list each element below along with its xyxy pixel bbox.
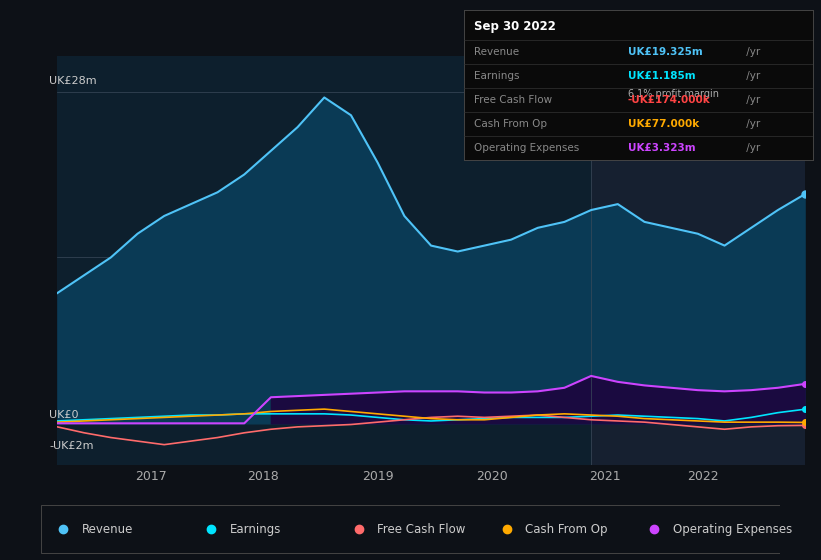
- Text: UK£1.185m: UK£1.185m: [628, 71, 695, 81]
- Text: Operating Expenses: Operating Expenses: [475, 143, 580, 152]
- Text: Earnings: Earnings: [230, 522, 281, 536]
- FancyBboxPatch shape: [41, 505, 780, 553]
- Text: UK£19.325m: UK£19.325m: [628, 46, 703, 57]
- Text: Earnings: Earnings: [475, 71, 520, 81]
- Text: Sep 30 2022: Sep 30 2022: [475, 20, 556, 32]
- Text: Revenue: Revenue: [82, 522, 133, 536]
- Text: Free Cash Flow: Free Cash Flow: [378, 522, 466, 536]
- Text: Cash From Op: Cash From Op: [475, 119, 548, 129]
- Text: /yr: /yr: [743, 95, 760, 105]
- Text: -UK£174.000k: -UK£174.000k: [628, 95, 711, 105]
- Text: Free Cash Flow: Free Cash Flow: [475, 95, 553, 105]
- Text: UK£3.323m: UK£3.323m: [628, 143, 695, 152]
- Bar: [591, 56, 805, 465]
- Text: Cash From Op: Cash From Op: [525, 522, 608, 536]
- Text: Revenue: Revenue: [475, 46, 520, 57]
- Text: UK£0: UK£0: [49, 410, 79, 420]
- Text: Operating Expenses: Operating Expenses: [673, 522, 792, 536]
- Text: /yr: /yr: [743, 71, 760, 81]
- Text: UK£77.000k: UK£77.000k: [628, 119, 699, 129]
- Text: /yr: /yr: [743, 46, 760, 57]
- Text: /yr: /yr: [743, 143, 760, 152]
- Text: 6.1% profit margin: 6.1% profit margin: [628, 88, 719, 99]
- Text: /yr: /yr: [743, 119, 760, 129]
- Text: -UK£2m: -UK£2m: [49, 441, 94, 451]
- Text: UK£28m: UK£28m: [49, 76, 97, 86]
